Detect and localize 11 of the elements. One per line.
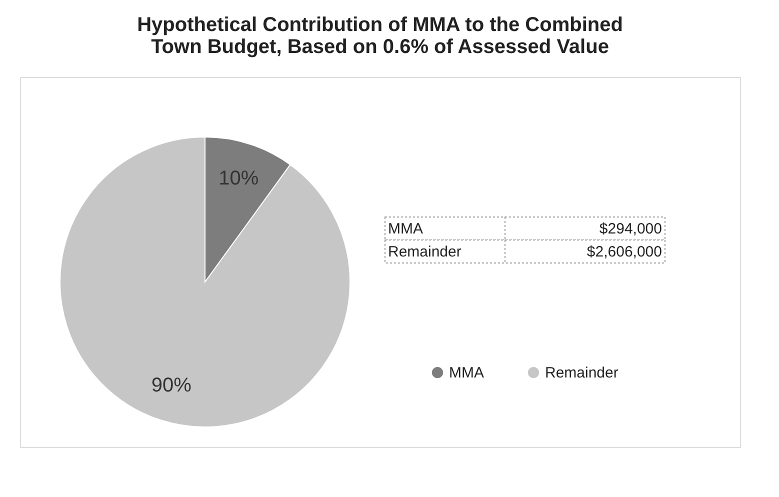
pie-slice: [60, 136, 350, 428]
category-label: MMA: [388, 220, 423, 238]
data-label: 10%: [218, 168, 259, 190]
data-label: 90%: [151, 374, 192, 396]
text: $294,000: [599, 220, 662, 238]
legend-label: MMA: [449, 364, 484, 382]
text: Hypothetical Contribution of MMA to the Combined: [137, 14, 623, 36]
text: $2,606,000: [586, 244, 662, 260]
slice-label: Remainder: [388, 244, 462, 260]
legend-label: Remainder: [545, 364, 618, 382]
text: Town Budget, Based on 0.6% of Assessed Value: [151, 36, 609, 58]
